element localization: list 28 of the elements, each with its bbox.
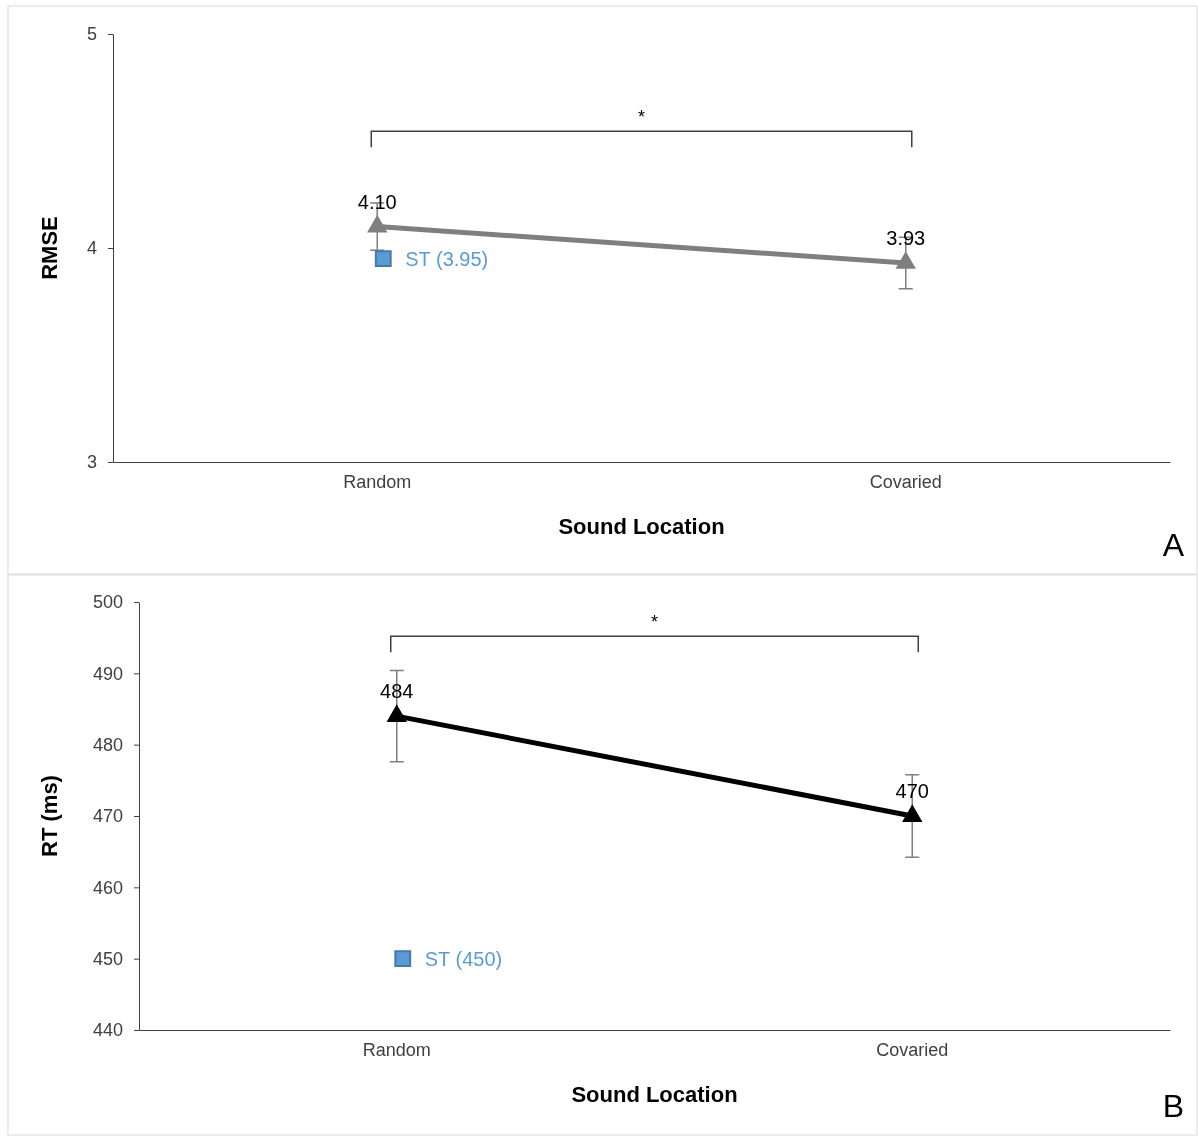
y-axis-title: RMSE: [37, 216, 62, 280]
text: A: [1162, 527, 1185, 563]
y-tick-label: 3: [86, 452, 97, 473]
data-label: 3.93: [886, 226, 926, 249]
y-tick-label: 480: [92, 734, 123, 755]
series-label: ST (450): [424, 947, 503, 970]
data-label: 484: [380, 680, 414, 703]
y-tick-label: 440: [92, 1020, 123, 1041]
y-tick-label: 470: [92, 806, 123, 827]
y-axis-title: RT (ms): [37, 775, 62, 857]
y-tick-label: 450: [92, 948, 123, 969]
y-tick-label: 460: [92, 877, 123, 898]
data-label: 470: [895, 780, 929, 802]
y-tick-label: 490: [92, 663, 123, 684]
text: B: [1162, 1088, 1184, 1124]
x-axis-title: Sound Location: [571, 1082, 738, 1107]
annotation: *: [650, 612, 659, 633]
x-tick-label: Random: [362, 1040, 431, 1061]
y-tick-label: 4: [86, 238, 97, 259]
x-tick-label: Covaried: [876, 1040, 949, 1061]
annotation: *: [637, 107, 646, 128]
x-tick-label: Covaried: [869, 472, 942, 493]
y-tick-label: 500: [92, 592, 123, 613]
x-tick-label: Random: [343, 472, 412, 493]
data-label: 4.10: [357, 190, 397, 213]
y-tick-label: 5: [86, 24, 97, 45]
x-axis-title: Sound Location: [558, 514, 725, 539]
series-label: ST (3.95): [405, 247, 489, 270]
